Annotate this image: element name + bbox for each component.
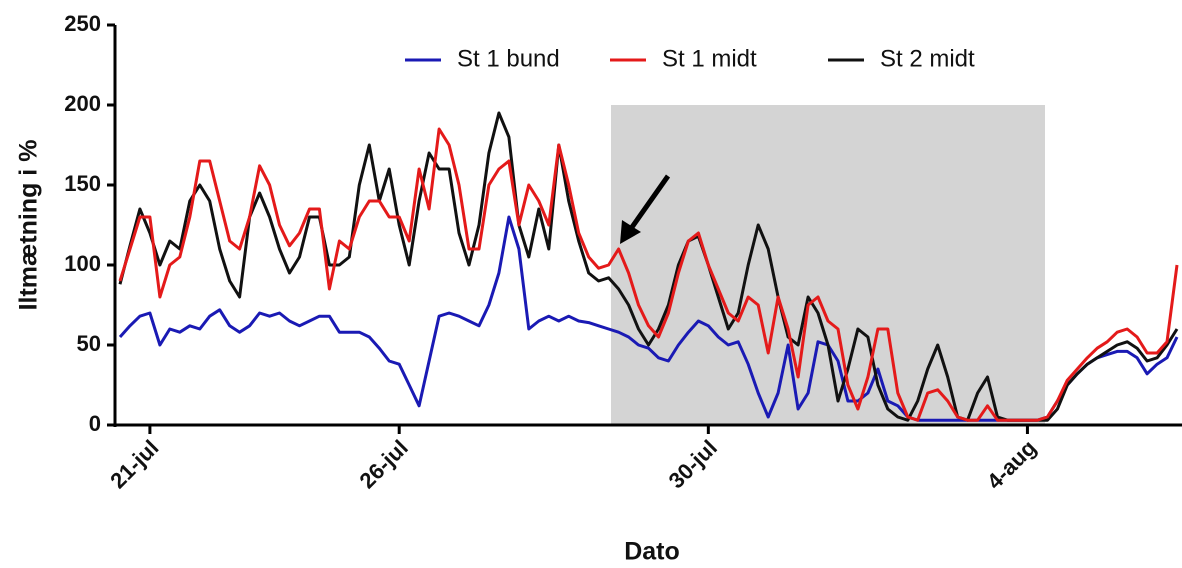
legend-label: St 1 bund <box>457 45 560 72</box>
y-tick-label: 250 <box>64 11 101 36</box>
y-tick-label: 50 <box>77 331 101 356</box>
arrow <box>620 174 671 244</box>
arrow-head <box>620 220 641 244</box>
shaded-period <box>611 105 1045 425</box>
x-tick-label: 21-jul <box>105 435 163 493</box>
series-line <box>118 127 1179 422</box>
y-tick-label: 200 <box>64 91 101 116</box>
legend-label: St 2 midt <box>880 45 975 72</box>
series-line <box>118 111 1179 422</box>
y-tick-label: 150 <box>64 171 101 196</box>
x-tick-label: 4-aug <box>982 435 1041 494</box>
y-tick-label: 0 <box>89 411 101 436</box>
arrow-shaft <box>627 174 671 232</box>
legend-label: St 1 midt <box>662 45 757 72</box>
x-axis-title: Dato <box>624 538 680 566</box>
x-tick-label: 26-jul <box>355 435 413 493</box>
y-tick-label: 100 <box>64 251 101 276</box>
lines <box>118 111 1179 422</box>
x-tick-label: 30-jul <box>664 435 722 493</box>
y-axis-title: Iltmætning i % <box>15 140 43 311</box>
